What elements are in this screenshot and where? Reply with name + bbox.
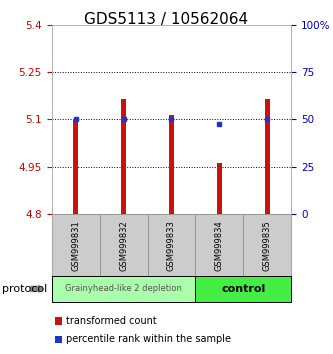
- Bar: [168, 115, 174, 214]
- Text: GSM999834: GSM999834: [215, 220, 224, 270]
- Text: GDS5113 / 10562064: GDS5113 / 10562064: [85, 12, 248, 27]
- Bar: [121, 99, 127, 214]
- Text: Grainyhead-like 2 depletion: Grainyhead-like 2 depletion: [65, 284, 182, 293]
- Text: GSM999835: GSM999835: [263, 220, 272, 270]
- Text: percentile rank within the sample: percentile rank within the sample: [66, 335, 230, 344]
- Text: GSM999832: GSM999832: [119, 220, 128, 270]
- Text: transformed count: transformed count: [66, 316, 157, 326]
- Bar: [73, 120, 79, 214]
- Bar: [216, 163, 222, 214]
- Text: control: control: [221, 284, 265, 294]
- Text: protocol: protocol: [2, 284, 47, 294]
- Text: GSM999831: GSM999831: [71, 220, 80, 270]
- Text: GSM999833: GSM999833: [167, 220, 176, 270]
- Bar: [264, 99, 270, 214]
